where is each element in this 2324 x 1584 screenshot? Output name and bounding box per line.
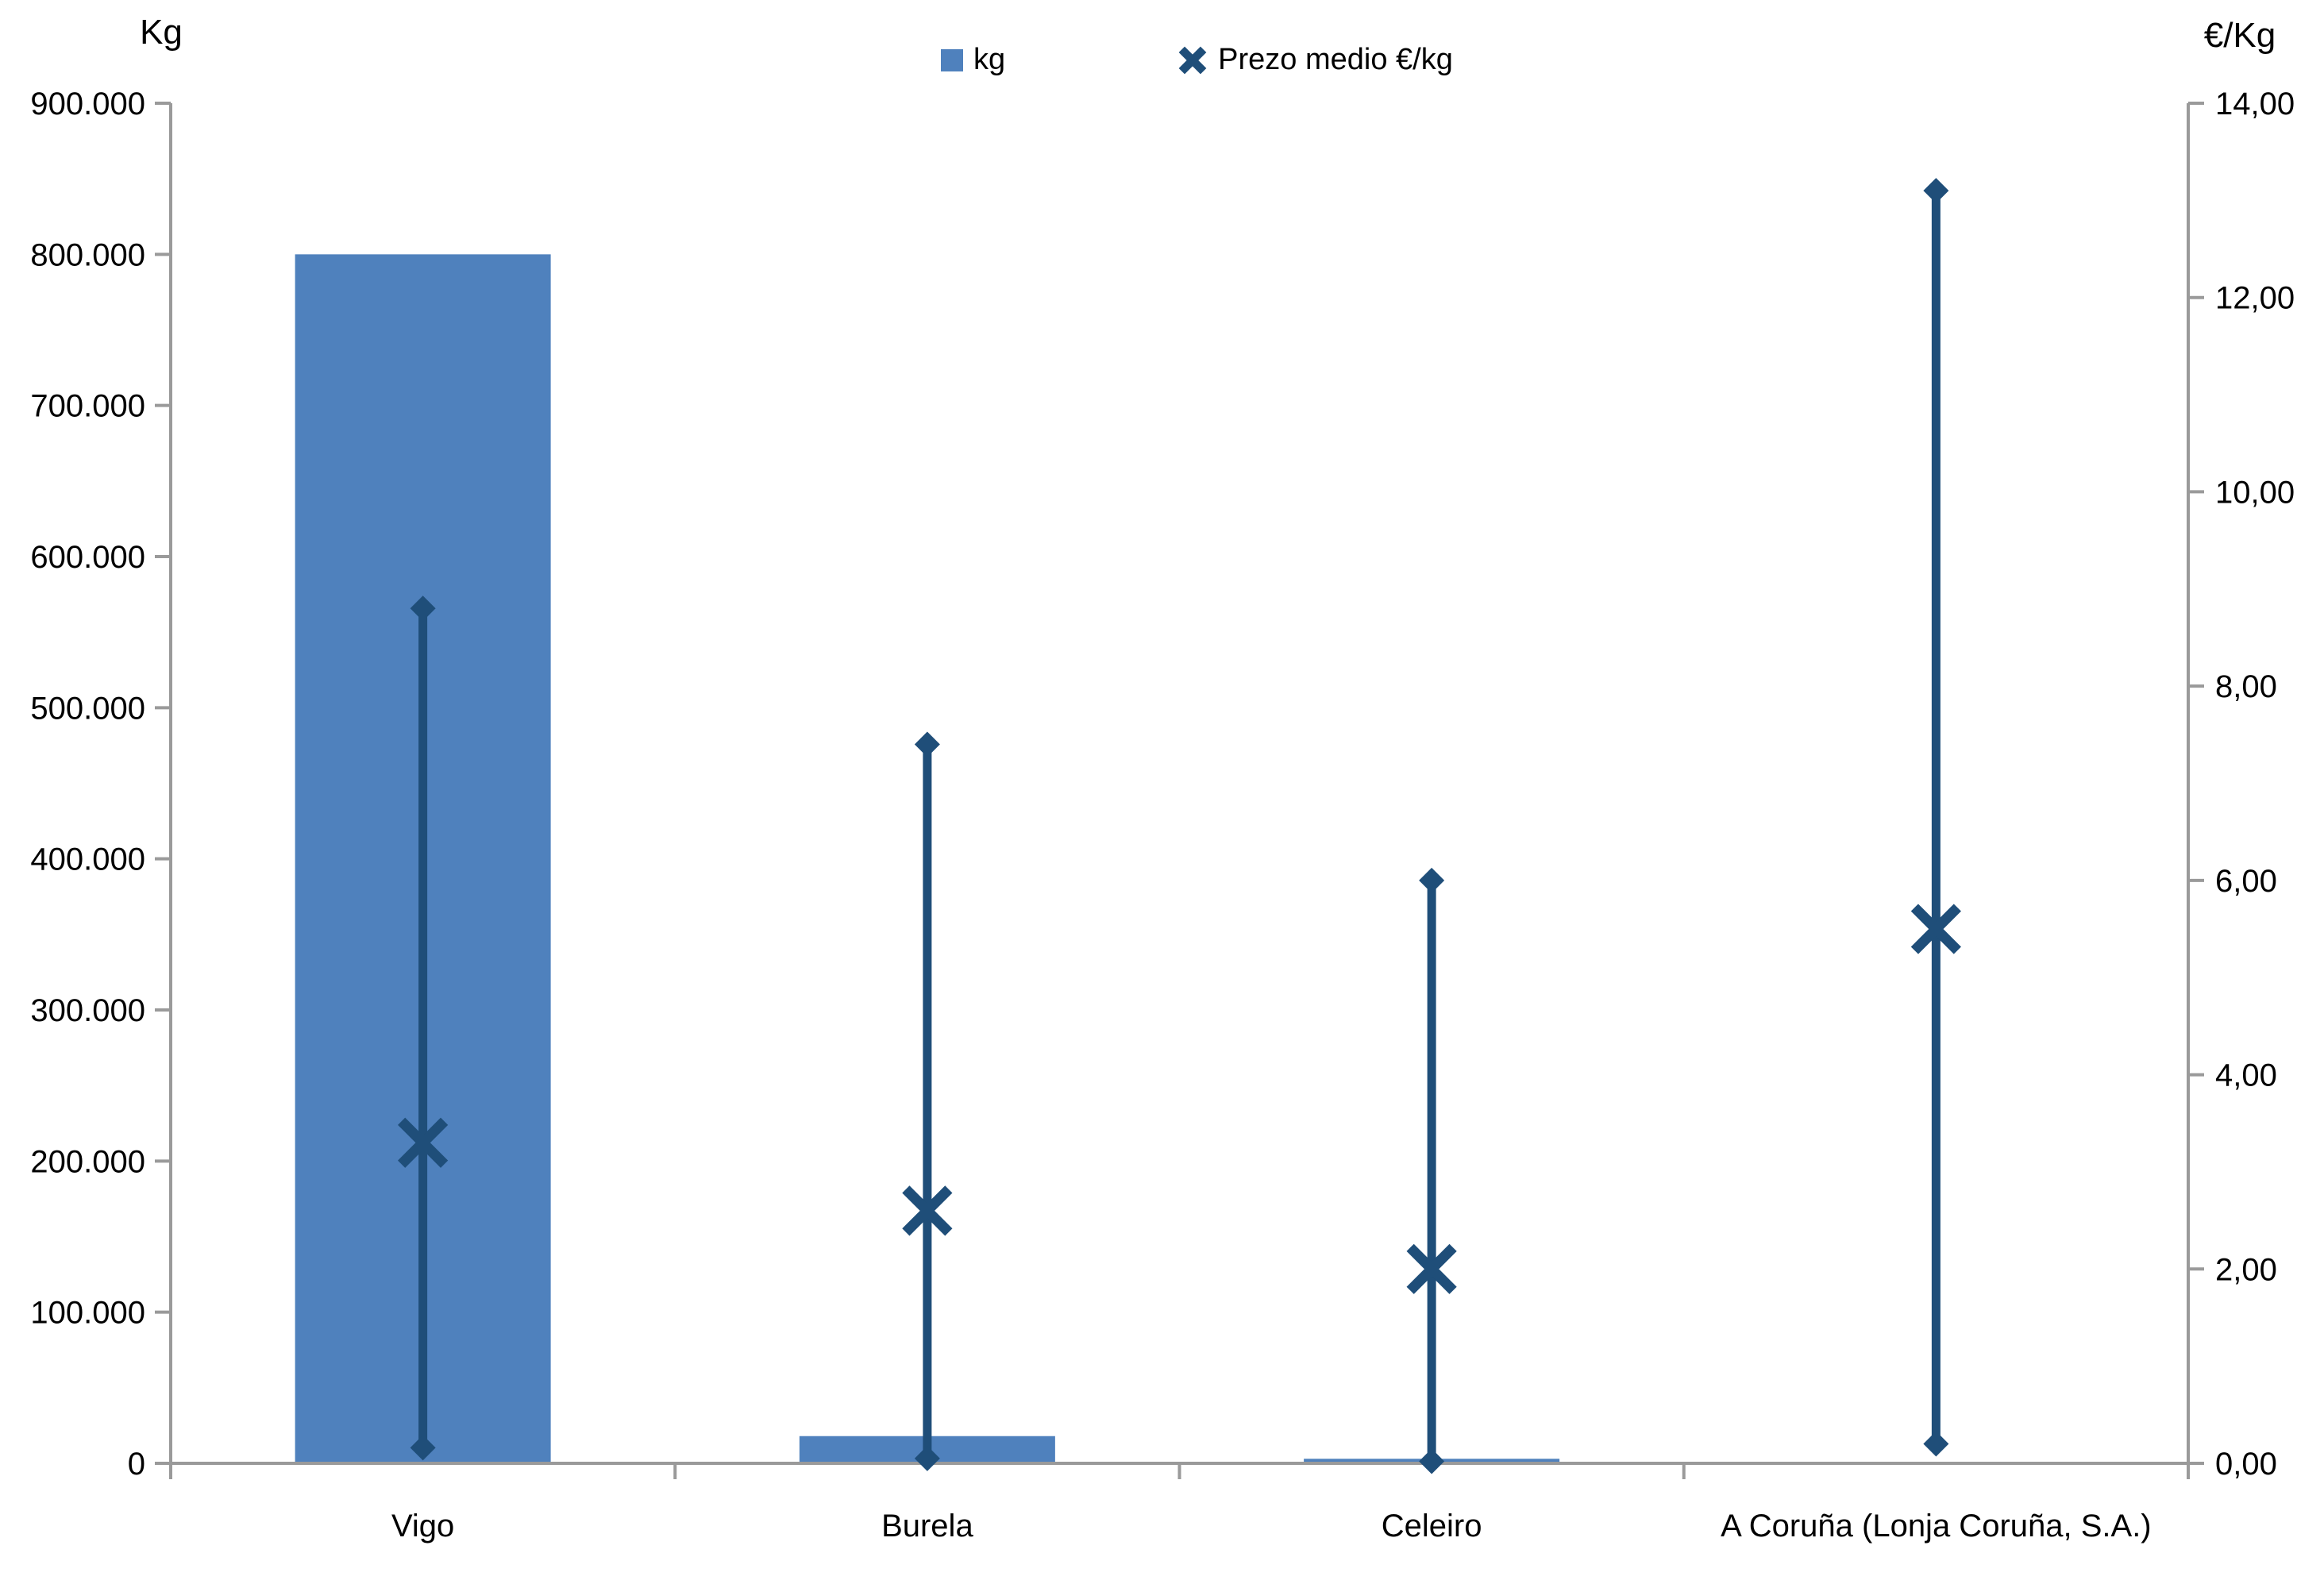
legend-item-kg: kg: [941, 43, 1005, 77]
x-marker-icon: [1178, 46, 1207, 74]
legend-label-prezo-medio: Prezo medio €/kg: [1218, 43, 1453, 76]
category-label: Vigo: [391, 1509, 454, 1544]
legend: kg Prezo medio €/kg: [941, 43, 1453, 77]
avg-price-marker: [902, 1185, 953, 1236]
right-axis-tick-label: 2,00: [2215, 1252, 2277, 1287]
right-axis-tick-label: 0,00: [2215, 1447, 2277, 1482]
price-min-marker: [410, 1435, 436, 1461]
avg-price-marker: [1910, 904, 1961, 954]
avg-price-marker: [1406, 1243, 1457, 1294]
right-axis-tick-label: 10,00: [2215, 475, 2295, 510]
left-axis-tick-label: 800.000: [30, 237, 145, 272]
legend-label-kg: kg: [973, 43, 1006, 76]
left-axis-tick-label: 100.000: [30, 1296, 145, 1331]
left-axis-tick-label: 900.000: [30, 87, 145, 121]
left-axis-tick-label: 700.000: [30, 389, 145, 424]
price-min-marker: [914, 1445, 940, 1471]
price-max-marker: [1419, 867, 1445, 893]
price-max-marker: [410, 595, 436, 622]
price-min-marker: [1419, 1448, 1445, 1474]
legend-item-prezo-medio: Prezo medio €/kg: [1176, 43, 1453, 77]
left-axis-title: Kg: [140, 13, 183, 52]
left-axis-tick-label: 600.000: [30, 540, 145, 575]
right-axis-title: €/Kg: [2203, 16, 2276, 55]
left-axis-tick-label: 0: [128, 1447, 145, 1482]
right-axis-tick-label: 14,00: [2215, 87, 2295, 121]
right-axis-tick-label: 12,00: [2215, 281, 2295, 316]
right-axis-tick-label: 4,00: [2215, 1058, 2277, 1093]
left-axis-tick-label: 200.000: [30, 1144, 145, 1179]
category-label: Burela: [881, 1509, 973, 1544]
price-max-marker: [914, 731, 940, 757]
category-label: A Coruña (Lonja Coruña, S.A.): [1721, 1509, 2152, 1544]
right-axis-tick-label: 6,00: [2215, 864, 2277, 899]
category-label: Celeiro: [1382, 1509, 1482, 1544]
left-axis-tick-label: 400.000: [30, 842, 145, 877]
avg-price-marker: [398, 1117, 449, 1168]
right-axis-tick-label: 8,00: [2215, 669, 2277, 704]
kg-series-swatch-icon: [941, 48, 963, 71]
price-min-marker: [1923, 1431, 1949, 1457]
price-max-marker: [1923, 178, 1949, 204]
left-axis-tick-label: 500.000: [30, 691, 145, 726]
left-axis-tick-label: 300.000: [30, 993, 145, 1028]
